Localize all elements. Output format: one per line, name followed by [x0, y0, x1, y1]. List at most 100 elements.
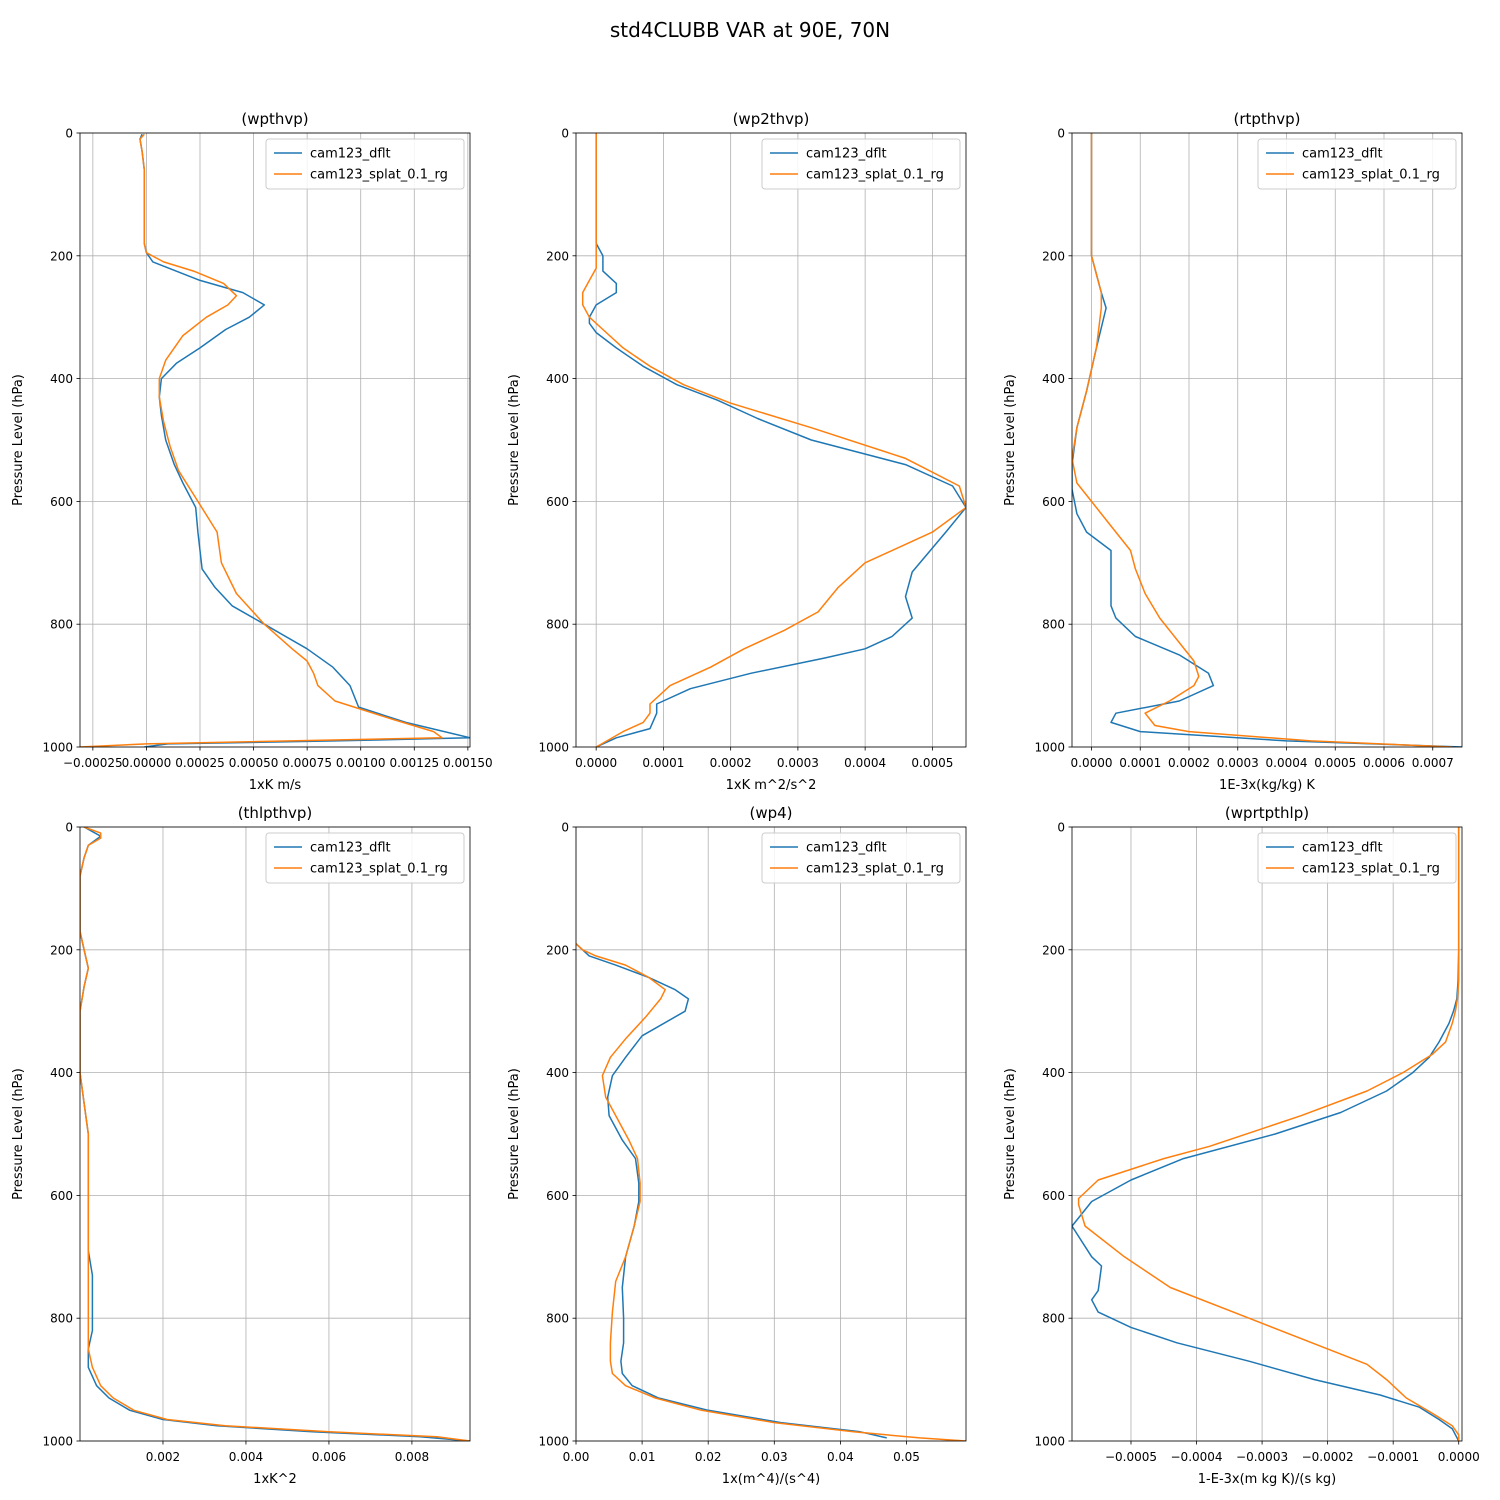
- x-tick-label: −0.0005: [1105, 1450, 1157, 1464]
- x-tick-label: 0.0001: [1119, 756, 1161, 770]
- y-axis-label: Pressure Level (hPa): [1003, 374, 1018, 506]
- y-tick-label: 400: [546, 1066, 569, 1080]
- y-tick-label: 400: [50, 372, 73, 386]
- y-tick-label: 1000: [538, 741, 569, 755]
- subplot-title: (wprtpthlp): [1225, 804, 1309, 822]
- y-tick-label: 1000: [42, 1435, 73, 1449]
- subplot-4: 0.002 0.004 0.006 0.008 0 200 400 600 800 1000 (th…: [11, 804, 471, 1487]
- x-tick-label: 0.0000: [1438, 1450, 1480, 1464]
- subplot-5: 0.00 0.01 0.02 0.03 0.04 0.05 0 200 400 600 800 100…: [507, 804, 967, 1487]
- y-tick-label: 400: [546, 372, 569, 386]
- axes-frame: [575, 132, 967, 748]
- y-axis-label: Pressure Level (hPa): [11, 1068, 26, 1200]
- x-tick-label: 0.0003: [777, 756, 819, 770]
- y-tick-label: 200: [1042, 249, 1065, 263]
- x-tick-label: 0.00150: [443, 756, 493, 770]
- y-tick-label: 600: [1042, 1189, 1065, 1203]
- legend-box: [265, 832, 465, 884]
- legend-box: [1257, 138, 1457, 190]
- y-tick-label: 600: [546, 495, 569, 509]
- legend-label: cam123_splat_0.1_rg: [1302, 862, 1440, 877]
- y-tick-label: 0: [561, 127, 569, 141]
- y-tick-label: 200: [546, 249, 569, 263]
- axes-frame: [1071, 826, 1463, 1442]
- axes-frame: [1071, 132, 1463, 748]
- x-axis-label: 1xK^2: [253, 1472, 297, 1487]
- y-tick-label: 800: [1042, 1312, 1065, 1326]
- subplot-title: (rtpthvp): [1233, 110, 1300, 128]
- y-axis-label: Pressure Level (hPa): [11, 374, 26, 506]
- series-line-cam123_splat_0.1_rg: [1077, 827, 1460, 1441]
- x-tick-label: 0.00000: [122, 756, 172, 770]
- y-tick-label: 800: [546, 618, 569, 632]
- y-tick-label: 0: [561, 821, 569, 835]
- subplot-title: (wp4): [749, 804, 792, 822]
- subplot-6: −0.0005 −0.0004 −0.0003 −0.0002 −0.0001 0.000…: [1003, 804, 1480, 1487]
- x-tick-label: 0.006: [312, 1450, 346, 1464]
- y-tick-label: 800: [50, 1312, 73, 1326]
- legend-box: [265, 138, 465, 190]
- x-tick-label: 0.05: [893, 1450, 920, 1464]
- series-line-cam123_dflt: [576, 943, 887, 1439]
- x-tick-label: 0.002: [146, 1450, 180, 1464]
- axes-frame: [79, 132, 471, 748]
- x-axis-label: 1-E-3x(m kg K)/(s kg): [1198, 1472, 1336, 1487]
- x-axis-label: 1xK m/s: [249, 778, 302, 793]
- x-tick-label: 0.004: [229, 1450, 263, 1464]
- y-tick-label: 200: [546, 943, 569, 957]
- y-tick-label: 1000: [538, 1435, 569, 1449]
- legend-label: cam123_splat_0.1_rg: [310, 862, 448, 877]
- legend: cam123_dflt cam123_splat_0.1_rg: [1257, 832, 1457, 884]
- y-tick-label: 600: [50, 1189, 73, 1203]
- x-tick-label: −0.0004: [1171, 1450, 1223, 1464]
- x-tick-label: 0.0000: [575, 756, 617, 770]
- x-tick-label: 0.03: [761, 1450, 788, 1464]
- x-tick-label: 0.0002: [710, 756, 752, 770]
- y-tick-label: 0: [65, 821, 73, 835]
- legend: cam123_dflt cam123_splat_0.1_rg: [761, 138, 961, 190]
- x-tick-label: 0.0005: [911, 756, 953, 770]
- y-tick-label: 0: [1057, 821, 1065, 835]
- x-tick-label: 0.0007: [1412, 756, 1454, 770]
- x-tick-label: 0.0005: [1314, 756, 1356, 770]
- legend-label: cam123_dflt: [806, 841, 887, 856]
- y-tick-label: 600: [1042, 495, 1065, 509]
- x-tick-label: 0.0002: [1168, 756, 1210, 770]
- legend-label: cam123_dflt: [310, 841, 391, 856]
- series-line-cam123_splat_0.1_rg: [581, 133, 966, 747]
- x-tick-label: 0.0003: [1217, 756, 1259, 770]
- y-tick-label: 0: [1057, 127, 1065, 141]
- x-tick-label: −0.0002: [1302, 1450, 1354, 1464]
- x-tick-label: 0.02: [695, 1450, 722, 1464]
- x-tick-label: 0.00100: [336, 756, 386, 770]
- legend-box: [761, 138, 961, 190]
- y-tick-label: 800: [50, 618, 73, 632]
- x-axis-label: 1E-3x(kg/kg) K: [1219, 778, 1315, 793]
- y-axis-label: Pressure Level (hPa): [507, 1068, 522, 1200]
- y-tick-label: 800: [546, 1312, 569, 1326]
- legend-label: cam123_splat_0.1_rg: [310, 168, 448, 183]
- series-line-cam123_dflt: [1072, 827, 1460, 1441]
- series-line-cam123_splat_0.1_rg: [80, 827, 470, 1441]
- x-axis-label: 1x(m^4)/(s^4): [722, 1472, 820, 1487]
- y-tick-label: 400: [1042, 1066, 1065, 1080]
- legend-box: [761, 832, 961, 884]
- x-tick-label: 0.00050: [229, 756, 279, 770]
- y-tick-label: 0: [65, 127, 73, 141]
- x-tick-label: 0.00075: [282, 756, 332, 770]
- y-tick-label: 1000: [42, 741, 73, 755]
- legend-label: cam123_dflt: [806, 147, 887, 162]
- x-tick-label: 0.0000: [1071, 756, 1113, 770]
- y-tick-label: 1000: [1034, 741, 1065, 755]
- subplot-title: (thlpthvp): [238, 804, 313, 822]
- figure-title: std4CLUBB VAR at 90E, 70N: [610, 18, 890, 42]
- legend: cam123_dflt cam123_splat_0.1_rg: [265, 832, 465, 884]
- subplot-title: (wpthvp): [241, 110, 308, 128]
- legend: cam123_dflt cam123_splat_0.1_rg: [265, 138, 465, 190]
- x-tick-label: −0.0003: [1236, 1450, 1288, 1464]
- axes-frame: [575, 826, 967, 1442]
- legend-label: cam123_splat_0.1_rg: [806, 862, 944, 877]
- legend: cam123_dflt cam123_splat_0.1_rg: [1257, 138, 1457, 190]
